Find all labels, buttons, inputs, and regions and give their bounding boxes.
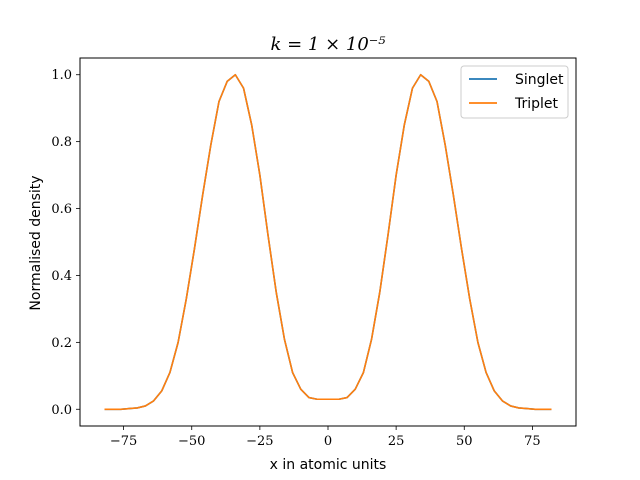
x-tick-label: −50	[178, 434, 205, 449]
x-tick-label: 75	[524, 434, 541, 449]
y-tick-label: 1.0	[51, 68, 72, 83]
y-axis-ticks: 0.0 0.2 0.4 0.6 0.8 1.0	[51, 68, 80, 418]
plot-layer	[104, 73, 552, 411]
legend-label: Singlet	[515, 72, 564, 88]
y-tick-label: 0.2	[51, 336, 72, 351]
legend-label: Triplet	[514, 96, 559, 112]
x-tick-label: 50	[456, 434, 473, 449]
x-tick-label: −25	[246, 434, 273, 449]
x-axis-ticks: −75 −50 −25 0 25 50 75	[110, 426, 541, 449]
y-tick-label: 0.0	[51, 403, 72, 418]
y-tick-label: 0.6	[51, 202, 72, 217]
series-line-singlet	[104, 73, 552, 411]
series-line-triplet	[104, 73, 552, 411]
x-tick-label: 25	[388, 434, 405, 449]
legend: Singlet Triplet	[460, 65, 569, 119]
chart-title: k = 1 × 10⁻⁵	[270, 34, 385, 55]
y-tick-label: 0.4	[51, 269, 72, 284]
y-tick-label: 0.8	[51, 135, 72, 150]
x-tick-label: −75	[110, 434, 137, 449]
x-tick-label: 0	[324, 434, 332, 449]
y-axis-label: Normalised density	[28, 175, 44, 310]
x-axis-label: x in atomic units	[270, 457, 387, 473]
